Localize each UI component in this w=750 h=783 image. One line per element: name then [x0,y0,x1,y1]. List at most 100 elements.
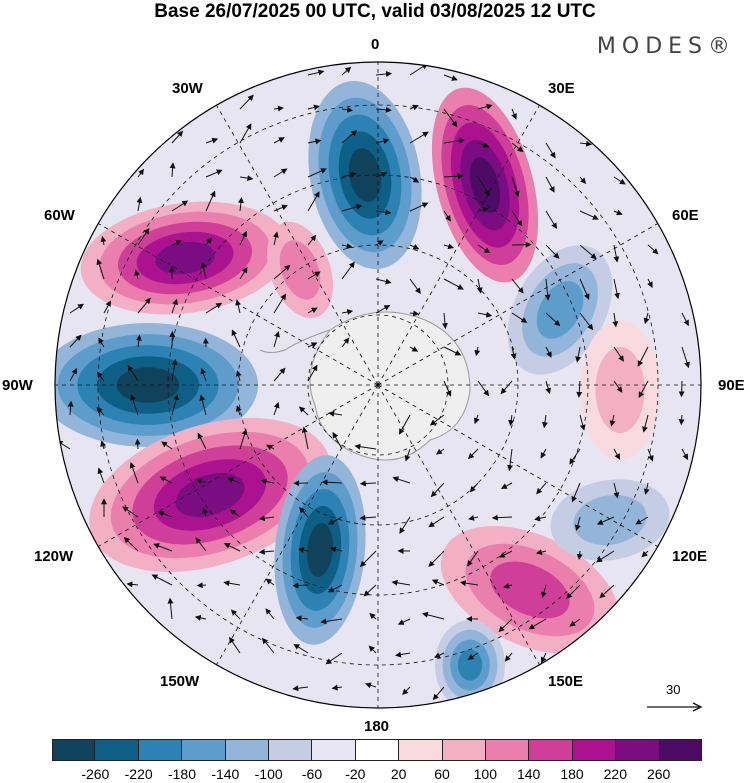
wind-vector [331,684,343,691]
wind-vector [678,414,685,426]
wind-vector [159,476,173,484]
wind-vector [293,643,309,654]
wind-vector [477,311,493,318]
wind-vector [298,406,309,416]
wind-vector [307,168,327,178]
wind-vector [541,584,547,599]
wind-vector [229,509,241,518]
wind-vector [443,108,458,128]
wind-vector [231,329,241,348]
wind-vector [642,414,649,433]
meridian-line [92,384,379,551]
wind-vector [409,131,429,144]
wind-vector [307,342,318,348]
wind-vector [613,278,620,300]
wind-vector [637,346,649,367]
meridian-line [377,219,664,386]
wind-vector [202,507,208,518]
wind-vector [307,307,318,314]
wind-vector [443,278,464,290]
legend-swatch [659,739,703,761]
wind-vector [609,414,616,427]
meridian-line [92,219,379,386]
wind-vector [375,240,384,246]
wind-vector [205,237,213,246]
wind-vector [443,380,452,397]
wind-vector [491,514,513,521]
wind-vector [613,209,623,216]
wind-vector [341,261,355,280]
wind-vector [230,609,241,620]
lon-label-60w: 60W [44,207,75,224]
legend-tick-label: 100 [473,766,498,782]
antarctic-peninsula [259,329,331,353]
wind-vector [579,140,593,147]
wind-vector [330,546,343,553]
anomaly-contour [490,561,570,619]
wind-vector [266,444,275,451]
wind-vector [292,685,309,692]
wind-vector [375,138,390,145]
wind-vector [429,414,445,426]
meridian-line [212,99,379,386]
wind-vector [467,550,479,567]
wind-vector [130,394,139,416]
wind-vector [508,414,515,427]
wind-vector [69,368,78,382]
wind-vector [199,394,207,416]
wind-vector [205,190,216,212]
legend-swatch [486,739,530,761]
wind-vector [307,364,318,382]
wind-vector [503,582,513,589]
wind-vector [469,482,479,493]
wind-vector [157,510,173,518]
wind-vector [395,651,411,658]
wind-vector [237,197,244,212]
wind-vector [136,196,143,212]
lon-label-150e: 150E [548,673,584,690]
wind-vector [375,209,392,216]
wind-vector [443,173,464,180]
wind-vector [223,580,241,587]
wind-vector [239,94,254,110]
wind-vector [171,130,184,144]
wind-vector [205,302,223,314]
legend-swatch [442,739,487,761]
wind-vector [321,479,343,486]
legend-swatch [312,739,356,761]
wind-vector [171,393,180,416]
wind-vector [200,261,207,280]
wind-vector [678,380,685,398]
wind-vector [536,549,547,555]
wind-vector [161,441,173,450]
wind-vector [123,536,139,552]
legend-tick-label: -20 [345,766,366,782]
anomaly-contour [175,473,245,517]
wind-vector [500,380,513,395]
legend-swatch [572,739,617,761]
wind-vector [171,240,183,246]
wind-vector [258,548,275,555]
wind-vector [205,169,223,178]
anomaly-contour [348,148,382,202]
wind-vector [327,584,343,593]
wind-vector [596,516,615,525]
wind-vector [540,652,547,664]
reference-vector-arrow [647,702,703,712]
wind-vectors [56,63,690,701]
lon-label-150w: 150W [160,673,200,690]
color-legend [52,739,703,761]
wind-vector [392,476,411,484]
wind-vector [297,547,309,554]
wind-vector [134,269,140,280]
wind-vector [409,346,419,352]
wind-vector [681,346,690,369]
legend-swatch [182,739,226,761]
legend-tick-label: -180 [167,766,197,782]
wind-vector [327,516,343,525]
wind-vector [341,309,354,315]
wind-vector [399,516,411,534]
wind-vector [468,514,479,521]
wind-vector [239,266,248,280]
wind-vector [613,244,620,263]
